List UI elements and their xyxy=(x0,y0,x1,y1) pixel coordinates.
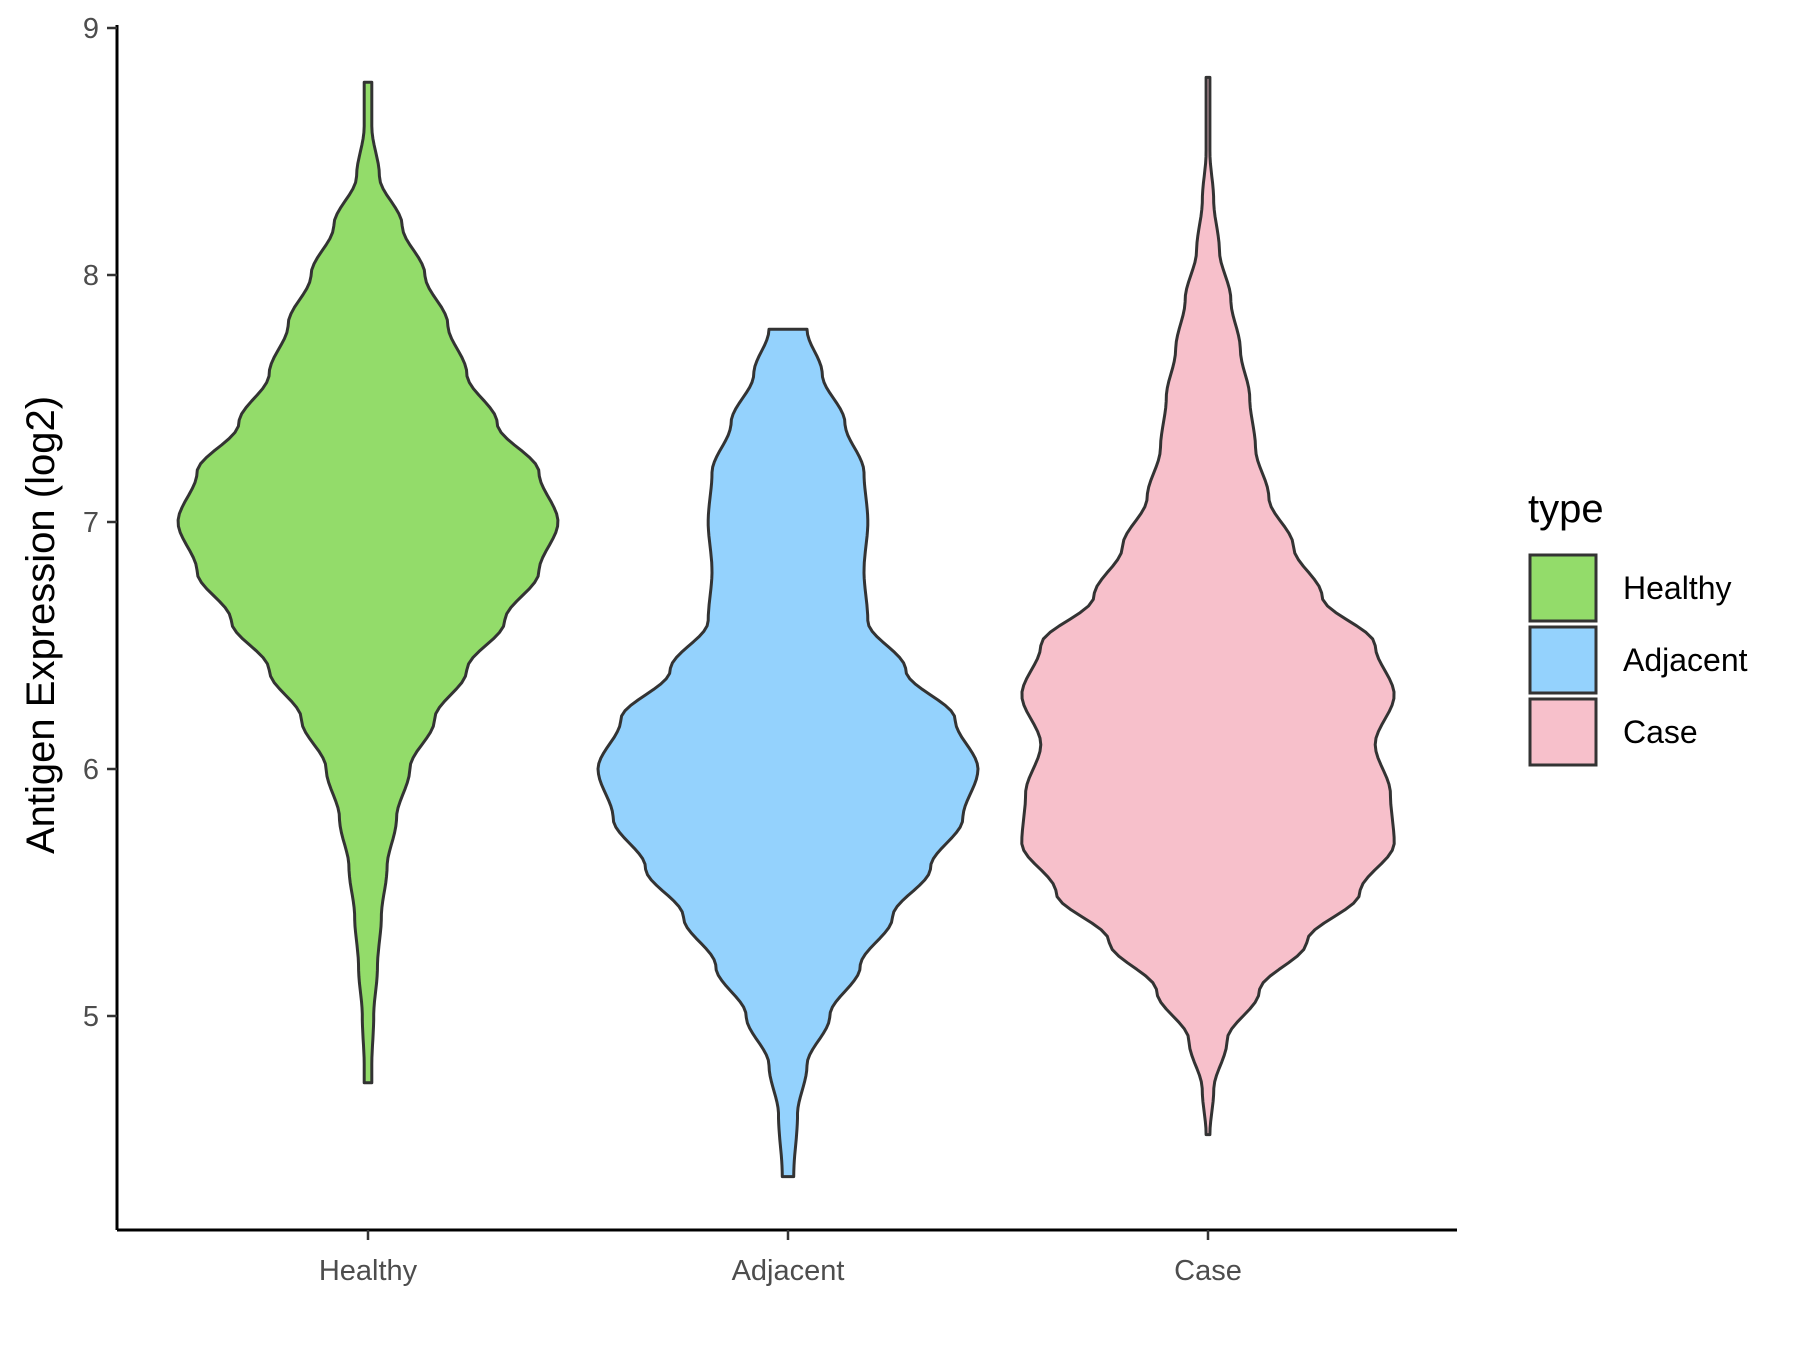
x-tick-label: Healthy xyxy=(319,1255,418,1287)
legend: type Healthy Adjacent Case xyxy=(1528,487,1748,767)
y-tick-label: 9 xyxy=(83,13,99,45)
violin-adjacent xyxy=(596,327,980,1179)
y-tick-label: 5 xyxy=(83,1001,99,1033)
legend-label-adjacent: Adjacent xyxy=(1623,642,1748,678)
y-tick-label: 7 xyxy=(83,507,99,539)
y-tick-label: 8 xyxy=(83,260,99,292)
violin-case xyxy=(1020,75,1396,1137)
legend-key-healthy xyxy=(1528,553,1598,623)
violins-group xyxy=(176,75,1396,1179)
axes-group: 5 6 7 8 9 Healthy Adjacent Case xyxy=(83,13,1457,1287)
y-axis-title: Antigen Expression (log2) xyxy=(19,396,63,854)
legend-key-adjacent xyxy=(1528,625,1598,695)
legend-label-case: Case xyxy=(1623,714,1698,750)
legend-key-case xyxy=(1528,697,1598,767)
legend-title: type xyxy=(1528,487,1604,531)
legend-label-healthy: Healthy xyxy=(1623,570,1732,606)
violin-healthy xyxy=(176,80,560,1085)
y-tick-label: 6 xyxy=(83,754,99,786)
x-tick-label: Adjacent xyxy=(732,1255,845,1287)
x-tick-label: Case xyxy=(1174,1255,1242,1287)
